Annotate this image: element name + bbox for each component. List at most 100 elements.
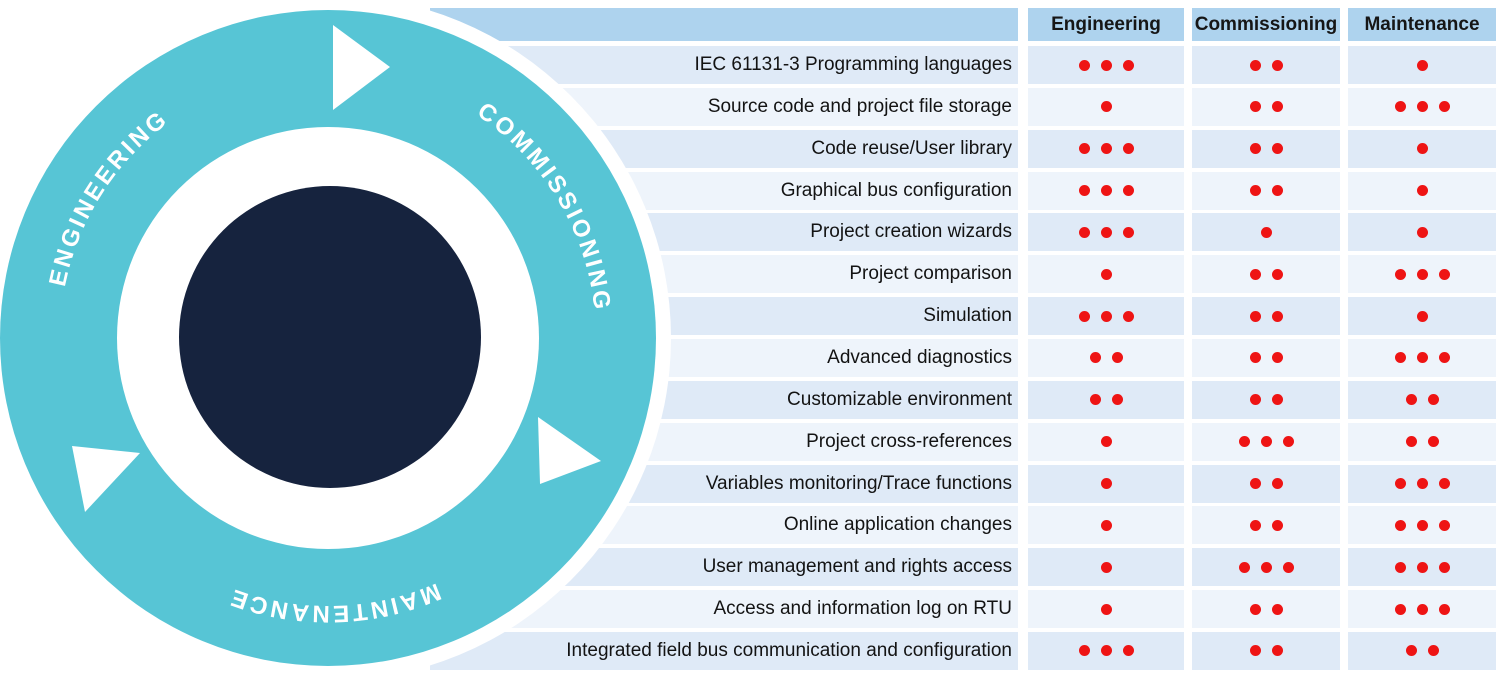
rating-dot [1122,310,1134,322]
rating-dot [1271,143,1283,155]
rating-cell-engineering [1028,171,1184,210]
flow-arrow-lower-right-icon [538,417,601,484]
row-label: Integrated field bus communication and c… [430,631,1018,670]
rating-dot [1249,143,1261,155]
rating-dot [1122,59,1134,71]
rating-dot [1438,268,1450,280]
rating-dot [1122,645,1134,657]
rating-dot [1249,185,1261,197]
rating-cell-engineering [1028,46,1184,84]
rating-dot [1438,561,1450,573]
rating-dot [1394,478,1406,489]
rating-dot [1271,268,1283,280]
rating-cell-maintenance [1348,87,1496,126]
rating-cell-commissioning [1192,338,1340,377]
rating-cell-maintenance [1348,171,1496,210]
table-row: Integrated field bus communication and c… [430,631,1496,670]
rating-dot [1122,226,1134,238]
header-spacer [430,8,1018,41]
rating-dot [1271,59,1283,71]
rating-dot [1282,436,1294,448]
rating-dot [1260,226,1272,238]
rating-dot [1100,268,1112,280]
rating-dot [1249,603,1261,615]
rating-dot [1122,143,1134,155]
rating-dot [1089,394,1101,406]
rating-dot [1100,101,1112,113]
rating-dot [1271,394,1283,406]
rating-cell-maintenance [1348,213,1496,252]
table-row: Project creation wizards [430,213,1496,252]
rating-dot [1122,185,1134,197]
rating-dot [1249,519,1261,531]
rating-dot [1100,310,1112,322]
rating-dot [1078,226,1090,238]
rating-dot [1078,645,1090,657]
rating-dot [1100,561,1112,573]
rating-cell-engineering [1028,87,1184,126]
rating-dot [1438,352,1450,364]
rating-cell-engineering [1028,422,1184,461]
rating-dot [1271,101,1283,113]
rating-dot [1271,645,1283,657]
rating-dot [1238,436,1250,448]
rating-dot [1438,478,1450,489]
rating-cell-maintenance [1348,548,1496,587]
rating-dot [1394,561,1406,573]
rating-cell-maintenance [1348,631,1496,670]
rating-cell-maintenance [1348,422,1496,461]
rating-dot [1100,185,1112,197]
rating-dot [1078,143,1090,155]
rating-dot [1416,185,1428,197]
rating-dot [1416,59,1428,71]
rating-cell-engineering [1028,338,1184,377]
rating-dot [1271,603,1283,615]
rating-dot [1394,603,1406,615]
rating-cell-commissioning [1192,590,1340,629]
rating-dot [1394,268,1406,280]
rating-dot [1100,478,1112,489]
rating-dot [1249,478,1261,489]
rating-cell-commissioning [1192,548,1340,587]
rating-cell-commissioning [1192,464,1340,503]
rating-dot [1394,352,1406,364]
rating-dot [1260,436,1272,448]
rating-cell-commissioning [1192,213,1340,252]
rating-dot [1111,394,1123,406]
rating-dot [1078,185,1090,197]
rating-cell-commissioning [1192,506,1340,545]
rating-cell-commissioning [1192,171,1340,210]
rating-dot [1100,436,1112,448]
rating-dot [1405,394,1417,406]
rating-dot [1249,645,1261,657]
rating-dot [1249,394,1261,406]
rating-dot [1405,436,1417,448]
rating-dot [1405,645,1417,657]
rating-cell-maintenance [1348,380,1496,419]
rating-dot [1100,519,1112,531]
flow-arrow-lower-left-icon [72,446,140,512]
rating-dot [1271,478,1283,489]
rating-cell-commissioning [1192,422,1340,461]
rating-dot [1427,394,1439,406]
rating-dot [1271,519,1283,531]
rating-dot [1249,352,1261,364]
rating-cell-engineering [1028,213,1184,252]
column-header-engineering: Engineering [1028,8,1184,41]
rating-cell-engineering [1028,464,1184,503]
rating-cell-maintenance [1348,464,1496,503]
rating-cell-commissioning [1192,297,1340,336]
rating-dot [1260,561,1272,573]
rating-cell-commissioning [1192,255,1340,294]
rating-dot [1438,519,1450,531]
rating-cell-commissioning [1192,129,1340,168]
rating-dot [1271,310,1283,322]
rating-dot [1249,268,1261,280]
rating-dot [1249,59,1261,71]
rating-cell-engineering [1028,548,1184,587]
rating-cell-maintenance [1348,255,1496,294]
rating-cell-engineering [1028,380,1184,419]
table-header: Engineering Commissioning Maintenance [430,8,1496,41]
rating-dot [1438,101,1450,113]
rating-dot [1111,352,1123,364]
